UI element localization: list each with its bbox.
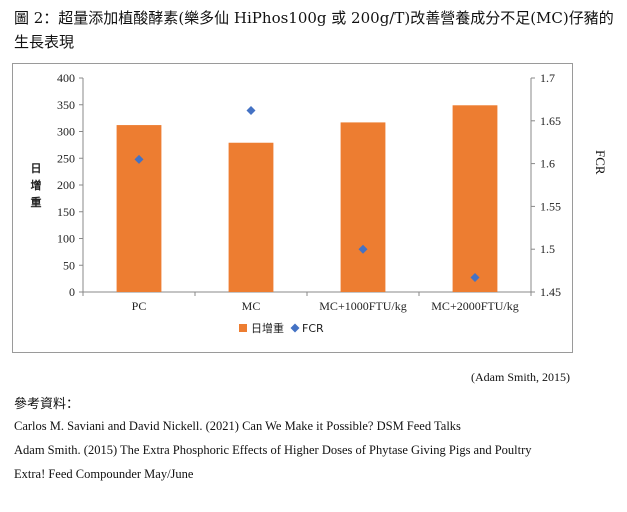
left-axis-tick-label: 300 (57, 125, 75, 139)
fcr-point (358, 244, 368, 254)
combo-chart: 0 50 100 150 200 250 300 350 400 1.45 1.5 1.55 1.6 1.… (31, 71, 562, 335)
left-axis-tick-label: 0 (69, 285, 75, 299)
reference-item: Carlos M. Saviani and David Nickell. (20… (14, 419, 461, 433)
right-axis-tick-label: 1.5 (540, 242, 555, 256)
left-axis-tick-label: 50 (63, 258, 75, 272)
reference-item: Extra! Feed Compounder May/June (14, 467, 194, 481)
left-axis-tick-label: 350 (57, 98, 75, 112)
right-axis-tick-label: 1.6 (540, 157, 555, 171)
legend-label: 日增重 (251, 321, 284, 335)
left-axis-title-char: 增 (31, 178, 42, 192)
legend-swatch-scatter (290, 323, 300, 333)
source-note: (Adam Smith, 2015) (471, 370, 570, 384)
right-axis-title: FCR (593, 150, 608, 175)
bar-日增重 (116, 125, 162, 292)
figure-caption: 圖 2：超量添加植酸酵素(樂多仙 HiPhos100g 或 200g/T)改善營… (14, 9, 614, 51)
bar-日增重 (228, 142, 274, 292)
references-title: 參考資料： (14, 397, 80, 412)
x-axis-tick-label: MC (242, 299, 261, 313)
bar-日增重 (340, 122, 386, 292)
references-list: Carlos M. Saviani and David Nickell. (20… (14, 414, 614, 486)
x-axis-tick-label: MC+2000FTU/kg (431, 299, 518, 313)
bar-日增重 (452, 105, 498, 292)
legend-label: FCR (302, 322, 324, 335)
left-axis-title-char: 日 (31, 162, 42, 175)
left-axis-tick-label: 400 (57, 71, 75, 85)
fcr-point (134, 154, 144, 164)
right-axis-tick-label: 1.45 (540, 285, 561, 299)
reference-item: Adam Smith. (2015) The Extra Phosphoric … (14, 443, 532, 457)
left-axis-tick-label: 100 (57, 232, 75, 246)
left-axis-title-char: 重 (31, 195, 42, 209)
left-axis-tick-label: 150 (57, 205, 75, 219)
right-axis-tick-label: 1.55 (540, 199, 561, 213)
left-axis-tick-label: 200 (57, 178, 75, 192)
fcr-point (246, 106, 256, 116)
x-axis-tick-label: MC+1000FTU/kg (319, 299, 406, 313)
fcr-point (470, 272, 480, 282)
left-axis-tick-label: 250 (57, 151, 75, 165)
chart-container: 0 50 100 150 200 250 300 350 400 1.45 1.5 1.55 1.6 1.… (12, 63, 573, 353)
right-axis-tick-label: 1.65 (540, 114, 561, 128)
right-axis-tick-label: 1.7 (540, 71, 555, 85)
x-axis-tick-label: PC (132, 299, 147, 313)
legend-swatch-bar (239, 324, 247, 332)
